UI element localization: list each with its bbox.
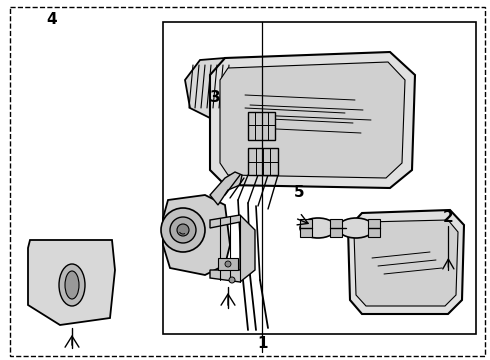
Ellipse shape [59,264,85,306]
Bar [330,219,342,237]
Polygon shape [220,62,405,178]
Circle shape [161,208,205,252]
Polygon shape [348,210,464,314]
Polygon shape [248,112,275,140]
Text: 5: 5 [294,185,304,200]
Circle shape [177,224,189,236]
Circle shape [229,277,235,283]
Polygon shape [210,172,242,205]
Polygon shape [185,58,240,118]
Text: 3: 3 [210,90,221,105]
Bar [163,22,476,334]
Circle shape [170,217,196,243]
Ellipse shape [65,271,79,299]
Circle shape [225,261,231,267]
Bar [368,219,380,237]
Text: 4: 4 [46,12,57,27]
Polygon shape [210,52,415,188]
Polygon shape [210,215,255,282]
Polygon shape [163,195,230,275]
Ellipse shape [338,218,374,238]
Polygon shape [28,240,115,325]
Text: 1: 1 [257,336,268,351]
Text: 2: 2 [443,210,454,225]
Polygon shape [354,220,458,306]
Polygon shape [218,258,238,270]
Bar [300,219,312,237]
Polygon shape [248,148,278,175]
Ellipse shape [300,218,336,238]
